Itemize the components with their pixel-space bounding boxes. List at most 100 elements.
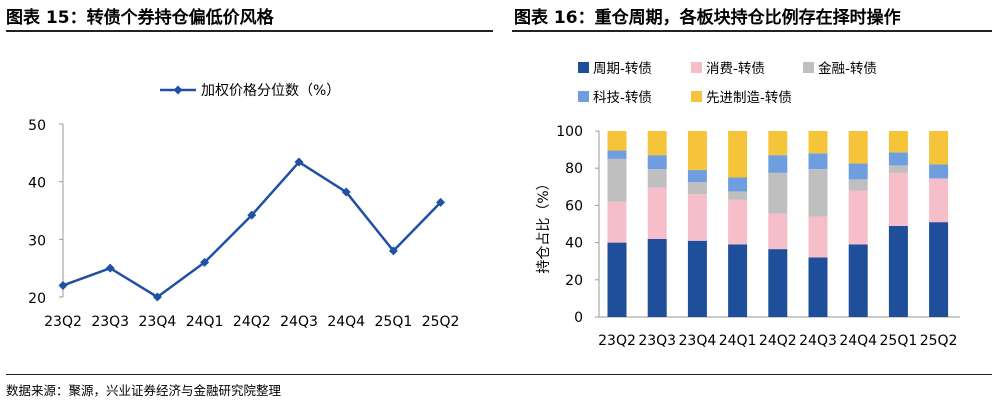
legend-label: 科技-转债 bbox=[593, 90, 652, 106]
legend-swatch bbox=[691, 62, 702, 73]
x-tick-label: 23Q2 bbox=[598, 333, 636, 349]
y-tick-label: 40 bbox=[565, 236, 583, 252]
legend-swatch bbox=[691, 91, 702, 102]
x-tick-label: 23Q2 bbox=[44, 314, 82, 330]
legend-label: 消费-转债 bbox=[706, 61, 765, 77]
bar-segment bbox=[728, 244, 748, 317]
bar-segment bbox=[848, 163, 868, 180]
bar-segment bbox=[808, 169, 828, 217]
bar-segment bbox=[647, 131, 667, 156]
right-title-rule bbox=[512, 30, 992, 32]
bar-segment bbox=[687, 170, 707, 183]
data-point-marker bbox=[247, 210, 257, 220]
x-tick-label: 24Q3 bbox=[799, 333, 837, 349]
left-title-rule bbox=[6, 30, 493, 32]
x-tick-label: 23Q3 bbox=[638, 333, 676, 349]
bar-segment bbox=[647, 169, 667, 188]
y-tick-label: 100 bbox=[556, 124, 583, 140]
y-tick-label: 50 bbox=[28, 118, 46, 134]
data-point-marker bbox=[105, 263, 115, 273]
data-point-marker bbox=[294, 157, 304, 167]
data-point-marker bbox=[152, 292, 162, 302]
data-point-marker bbox=[58, 280, 68, 290]
bar-segment bbox=[808, 257, 828, 317]
bar-segment bbox=[607, 242, 627, 317]
data-point-marker bbox=[388, 246, 398, 256]
bar-segment bbox=[848, 244, 868, 317]
y-tick-label: 0 bbox=[574, 310, 583, 326]
y-tick-label: 20 bbox=[28, 291, 46, 307]
x-tick-label: 25Q1 bbox=[880, 333, 918, 349]
bar-segment bbox=[888, 225, 908, 317]
y-tick-label: 40 bbox=[28, 176, 46, 192]
data-point-marker bbox=[436, 197, 446, 207]
bar-segment bbox=[888, 131, 908, 153]
legend-label: 周期-转债 bbox=[593, 61, 652, 77]
bar-segment bbox=[768, 249, 788, 317]
data-point-marker bbox=[200, 257, 210, 267]
legend-swatch bbox=[578, 62, 589, 73]
x-tick-label: 25Q1 bbox=[375, 314, 413, 330]
left-chart-title: 图表 15：转债个券持仓偏低价风格 bbox=[6, 8, 274, 28]
x-tick-label: 23Q4 bbox=[139, 314, 177, 330]
x-tick-label: 24Q4 bbox=[327, 314, 365, 330]
x-tick-label: 23Q3 bbox=[91, 314, 129, 330]
x-tick-label: 24Q4 bbox=[839, 333, 877, 349]
data-point-marker bbox=[341, 187, 351, 197]
bar-segment bbox=[808, 153, 828, 170]
bar-segment bbox=[687, 240, 707, 317]
source-note: 数据来源：聚源，兴业证券经济与金融研究院整理 bbox=[6, 383, 282, 398]
bar-segment bbox=[768, 213, 788, 250]
bar-segment bbox=[728, 131, 748, 178]
bar-segment bbox=[647, 238, 667, 317]
legend-label: 先进制造-转债 bbox=[706, 90, 792, 106]
bar-segment bbox=[848, 190, 868, 245]
bar-segment bbox=[687, 194, 707, 241]
bar-segment bbox=[929, 222, 949, 317]
x-tick-label: 24Q1 bbox=[719, 333, 757, 349]
bar-segment bbox=[848, 131, 868, 164]
y-tick-label: 60 bbox=[565, 198, 583, 214]
bar-segment bbox=[888, 172, 908, 226]
y-tick-label: 80 bbox=[565, 161, 583, 177]
bar-segment bbox=[929, 178, 949, 223]
bar-segment bbox=[647, 187, 667, 239]
bar-segment bbox=[647, 155, 667, 170]
bar-segment bbox=[929, 164, 949, 179]
x-tick-label: 24Q2 bbox=[759, 333, 797, 349]
x-tick-label: 23Q4 bbox=[679, 333, 717, 349]
bar-segment bbox=[728, 191, 748, 200]
legend-label: 金融-转债 bbox=[818, 61, 877, 77]
bar-segment bbox=[607, 131, 627, 151]
x-tick-label: 24Q2 bbox=[233, 314, 271, 330]
bar-segment bbox=[768, 155, 788, 173]
bar-segment bbox=[728, 199, 748, 245]
x-tick-label: 25Q2 bbox=[920, 333, 958, 349]
legend-swatch bbox=[578, 91, 589, 102]
bar-segment bbox=[687, 131, 707, 171]
bar-segment bbox=[728, 177, 748, 192]
legend-swatch bbox=[803, 62, 814, 73]
x-tick-label: 25Q2 bbox=[422, 314, 460, 330]
legend-label: 加权价格分位数（%） bbox=[201, 83, 340, 99]
bar-segment bbox=[687, 182, 707, 195]
bar-segment bbox=[607, 201, 627, 243]
bar-segment bbox=[768, 172, 788, 214]
bar-segment bbox=[607, 158, 627, 202]
bar-segment bbox=[929, 131, 949, 165]
legend-marker bbox=[173, 85, 183, 95]
right-chart-title: 图表 16：重仓周期，各板块持仓比例存在择时操作 bbox=[514, 8, 901, 28]
bar-segment bbox=[607, 150, 627, 159]
bar-segment bbox=[808, 131, 828, 154]
y-tick-label: 20 bbox=[565, 273, 583, 289]
y-axis-label: 持仓占比（%） bbox=[536, 176, 552, 273]
y-tick-label: 30 bbox=[28, 233, 46, 249]
bar-segment bbox=[768, 131, 788, 156]
bar-segment bbox=[808, 216, 828, 258]
bar-segment bbox=[848, 179, 868, 191]
bar-segment bbox=[888, 152, 908, 166]
bar-segment bbox=[888, 165, 908, 173]
footer-rule bbox=[6, 374, 992, 375]
